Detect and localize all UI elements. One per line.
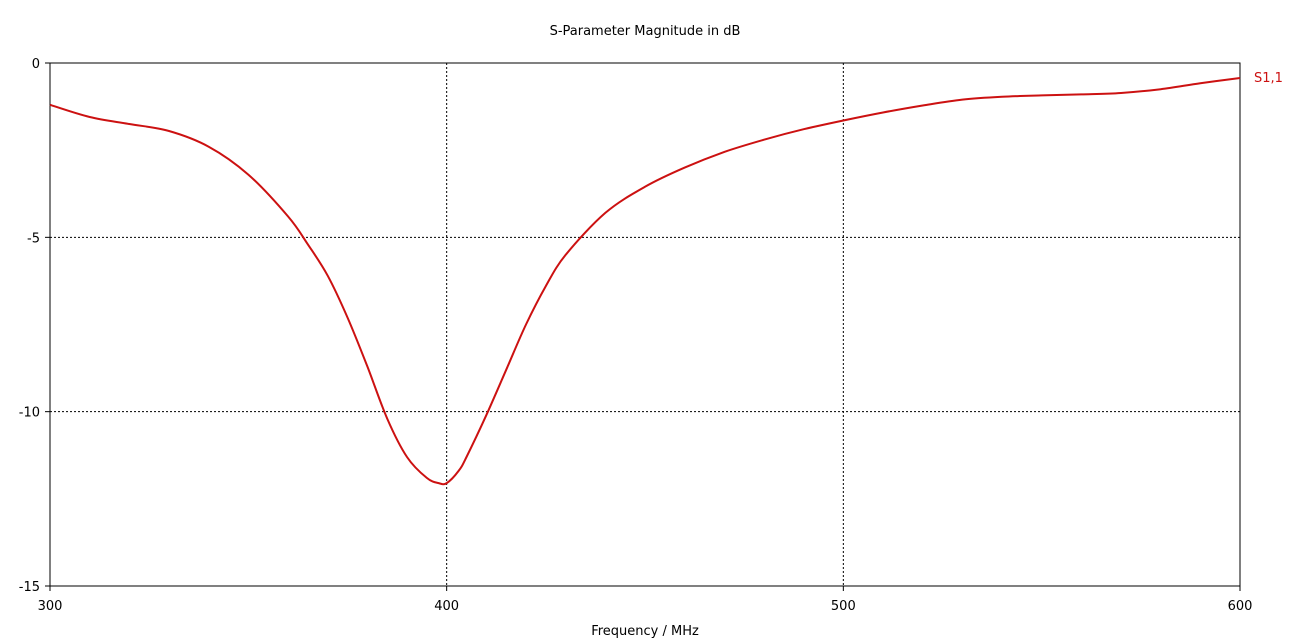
series-label-s11: S1,1 [1254,71,1283,86]
grid-lines [50,63,1240,586]
y-tick-label: -15 [19,580,40,595]
x-tick-label: 400 [434,599,459,614]
y-tick-label: 0 [32,57,40,72]
y-tick-label: -10 [19,406,40,421]
plot-frame [49,62,1241,587]
y-tick-label: -5 [27,231,40,246]
x-tick-label: 500 [831,599,856,614]
chart-title: S-Parameter Magnitude in dB [550,24,741,39]
x-axis-label: Frequency / MHz [591,624,699,639]
axis-ticks: 300 400 500 600 0 -5 -10 -15 [19,57,1253,614]
x-tick-label: 300 [38,599,63,614]
series-line-s11 [49,77,1241,486]
x-tick-label: 600 [1228,599,1253,614]
